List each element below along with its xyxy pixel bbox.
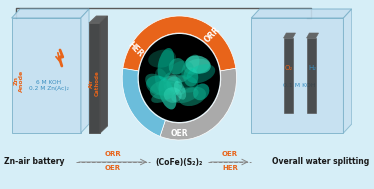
Text: HER: HER — [126, 40, 145, 59]
Ellipse shape — [150, 80, 180, 99]
Ellipse shape — [148, 50, 176, 68]
Text: Air
Cathode: Air Cathode — [89, 70, 100, 96]
Ellipse shape — [174, 81, 186, 100]
Text: Zn
Anode: Zn Anode — [13, 69, 24, 92]
Polygon shape — [81, 9, 89, 133]
Ellipse shape — [184, 59, 210, 74]
Text: HER: HER — [222, 165, 238, 171]
Text: H₂: H₂ — [308, 65, 316, 71]
Ellipse shape — [169, 58, 185, 75]
Text: ORR: ORR — [202, 26, 222, 45]
Wedge shape — [160, 68, 236, 140]
Ellipse shape — [174, 75, 198, 93]
Ellipse shape — [163, 75, 187, 83]
Text: ORR: ORR — [105, 151, 122, 157]
Text: (CoFe)(S₂)₂: (CoFe)(S₂)₂ — [156, 157, 203, 167]
Text: OER: OER — [171, 129, 188, 138]
Polygon shape — [343, 9, 352, 133]
Polygon shape — [251, 9, 352, 18]
Text: OER: OER — [105, 165, 121, 171]
Ellipse shape — [166, 77, 182, 92]
Ellipse shape — [179, 87, 206, 106]
Ellipse shape — [193, 84, 209, 100]
Polygon shape — [307, 33, 319, 38]
Text: O₂: O₂ — [285, 65, 293, 71]
Polygon shape — [307, 38, 316, 113]
Ellipse shape — [157, 48, 174, 80]
Polygon shape — [283, 33, 295, 38]
Polygon shape — [251, 18, 343, 133]
Polygon shape — [283, 38, 293, 113]
Polygon shape — [12, 9, 89, 18]
Polygon shape — [89, 16, 107, 23]
Ellipse shape — [151, 90, 174, 103]
Text: Overall water splitting: Overall water splitting — [272, 157, 369, 167]
Ellipse shape — [163, 72, 178, 95]
Ellipse shape — [145, 74, 171, 96]
Polygon shape — [89, 23, 100, 133]
Ellipse shape — [155, 68, 171, 98]
Ellipse shape — [159, 79, 177, 109]
Ellipse shape — [164, 82, 186, 95]
Text: OER: OER — [222, 151, 238, 157]
Text: Zn-air battery: Zn-air battery — [4, 157, 65, 167]
Ellipse shape — [186, 56, 211, 74]
Ellipse shape — [171, 87, 199, 103]
Wedge shape — [123, 16, 236, 71]
Ellipse shape — [181, 55, 199, 79]
Wedge shape — [122, 68, 165, 136]
Text: 6 M KOH
0.2 M Zn(Ac)₂: 6 M KOH 0.2 M Zn(Ac)₂ — [29, 80, 69, 91]
Text: 0.1 M KOH: 0.1 M KOH — [283, 83, 316, 88]
Ellipse shape — [172, 61, 193, 76]
Polygon shape — [12, 18, 81, 133]
Polygon shape — [100, 16, 107, 133]
Ellipse shape — [164, 87, 182, 103]
Circle shape — [139, 34, 220, 122]
Ellipse shape — [183, 67, 198, 87]
Ellipse shape — [146, 76, 172, 95]
Ellipse shape — [187, 64, 215, 83]
